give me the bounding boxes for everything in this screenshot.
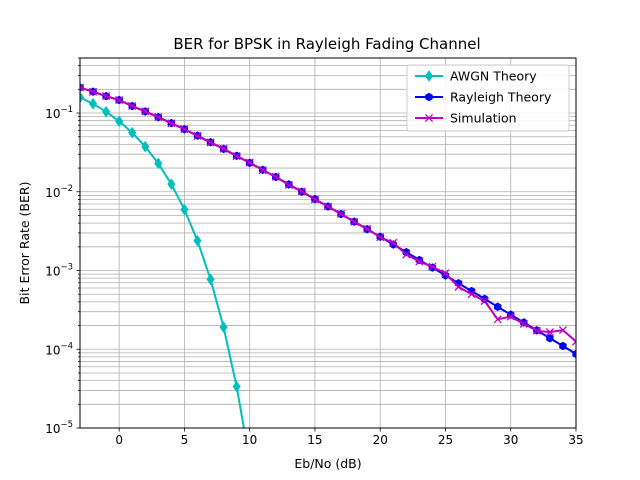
series-marker — [232, 152, 241, 161]
series-marker — [284, 180, 293, 190]
series-marker — [441, 269, 450, 278]
legend-marker — [424, 70, 434, 82]
plot-frame — [79, 57, 577, 429]
series-marker — [219, 144, 228, 153]
legend-label: Rayleigh Theory — [450, 90, 552, 105]
series-marker — [128, 101, 137, 111]
x-tick-label: 25 — [438, 433, 453, 447]
y-tick-label: 10−2 — [45, 184, 73, 200]
y-axis-label: Bit Error Rate (BER) — [17, 182, 32, 305]
series-marker — [206, 138, 215, 147]
series-marker — [193, 131, 202, 140]
series-marker — [167, 178, 176, 191]
series-marker — [167, 119, 176, 128]
series-marker — [180, 125, 189, 134]
legend: AWGN Theory Rayleigh Theory Simulation — [406, 64, 570, 132]
x-tick-label: 15 — [307, 433, 322, 447]
series-marker — [128, 126, 137, 139]
series-marker — [323, 202, 333, 211]
legend-label: Simulation — [450, 111, 517, 126]
series-marker — [102, 91, 111, 101]
series-marker — [572, 349, 576, 359]
series-marker — [115, 96, 124, 105]
series-marker — [532, 326, 541, 335]
series-marker — [506, 312, 515, 321]
series-marker — [545, 328, 554, 337]
series-marker — [519, 319, 528, 328]
x-tick-label: 5 — [181, 433, 189, 447]
legend-marker — [424, 113, 434, 123]
legend-marker — [425, 92, 433, 102]
series-marker — [467, 290, 476, 299]
series-marker — [88, 87, 98, 96]
series-marker — [271, 172, 280, 181]
y-tick-label: 10−3 — [45, 263, 73, 279]
legend-label: AWGN Theory — [450, 69, 537, 84]
series-0 — [80, 91, 245, 428]
series-marker — [141, 107, 150, 116]
y-tick-label: 10−1 — [45, 105, 73, 121]
x-tick-label: 30 — [503, 433, 518, 447]
series-marker — [480, 296, 489, 306]
x-tick-label: 0 — [115, 433, 123, 447]
axes: 0 5 10 15 20 25 30 35 10−5 10−4 10−3 10−2 10−1 — [45, 57, 584, 447]
series-marker — [402, 250, 411, 259]
chart-title: BER for BPSK in Rayleigh Fading Channel — [173, 35, 480, 53]
series-marker — [80, 83, 85, 92]
series-marker — [102, 105, 111, 118]
series-marker — [415, 257, 424, 266]
series-marker — [389, 238, 398, 247]
series-marker — [558, 326, 568, 335]
series-marker — [363, 224, 372, 233]
series-marker — [245, 158, 254, 167]
series-marker — [546, 333, 554, 343]
series-marker — [493, 315, 502, 324]
series-marker — [376, 233, 385, 242]
series-marker — [428, 262, 437, 271]
y-tick-label: 10−5 — [45, 420, 73, 436]
series-marker — [258, 166, 267, 175]
series-marker — [336, 209, 346, 218]
series-marker — [493, 302, 502, 312]
x-axis-label: Eb/No (dB) — [294, 456, 361, 471]
series-marker — [297, 187, 306, 196]
series-2 — [80, 83, 576, 346]
y-tick-label: 10−4 — [45, 341, 73, 357]
series-marker — [193, 234, 202, 247]
series-marker — [88, 97, 98, 110]
series-layer — [80, 83, 576, 428]
x-tick-label: 10 — [242, 433, 257, 447]
x-tick-label: 20 — [373, 433, 388, 447]
series-marker — [154, 157, 163, 170]
series-marker — [219, 321, 228, 334]
series-marker — [180, 203, 189, 216]
series-marker — [154, 113, 163, 122]
series-marker — [80, 91, 85, 104]
x-tick-label: 35 — [568, 433, 583, 447]
legend-frame — [406, 64, 570, 132]
series-marker — [559, 341, 567, 351]
series-marker — [232, 380, 241, 393]
series-marker — [310, 195, 320, 204]
series-marker — [350, 217, 359, 226]
series-marker — [454, 282, 463, 291]
series-marker — [141, 140, 150, 153]
series-marker — [571, 337, 576, 346]
series-marker — [206, 273, 215, 286]
series-marker — [115, 115, 124, 128]
